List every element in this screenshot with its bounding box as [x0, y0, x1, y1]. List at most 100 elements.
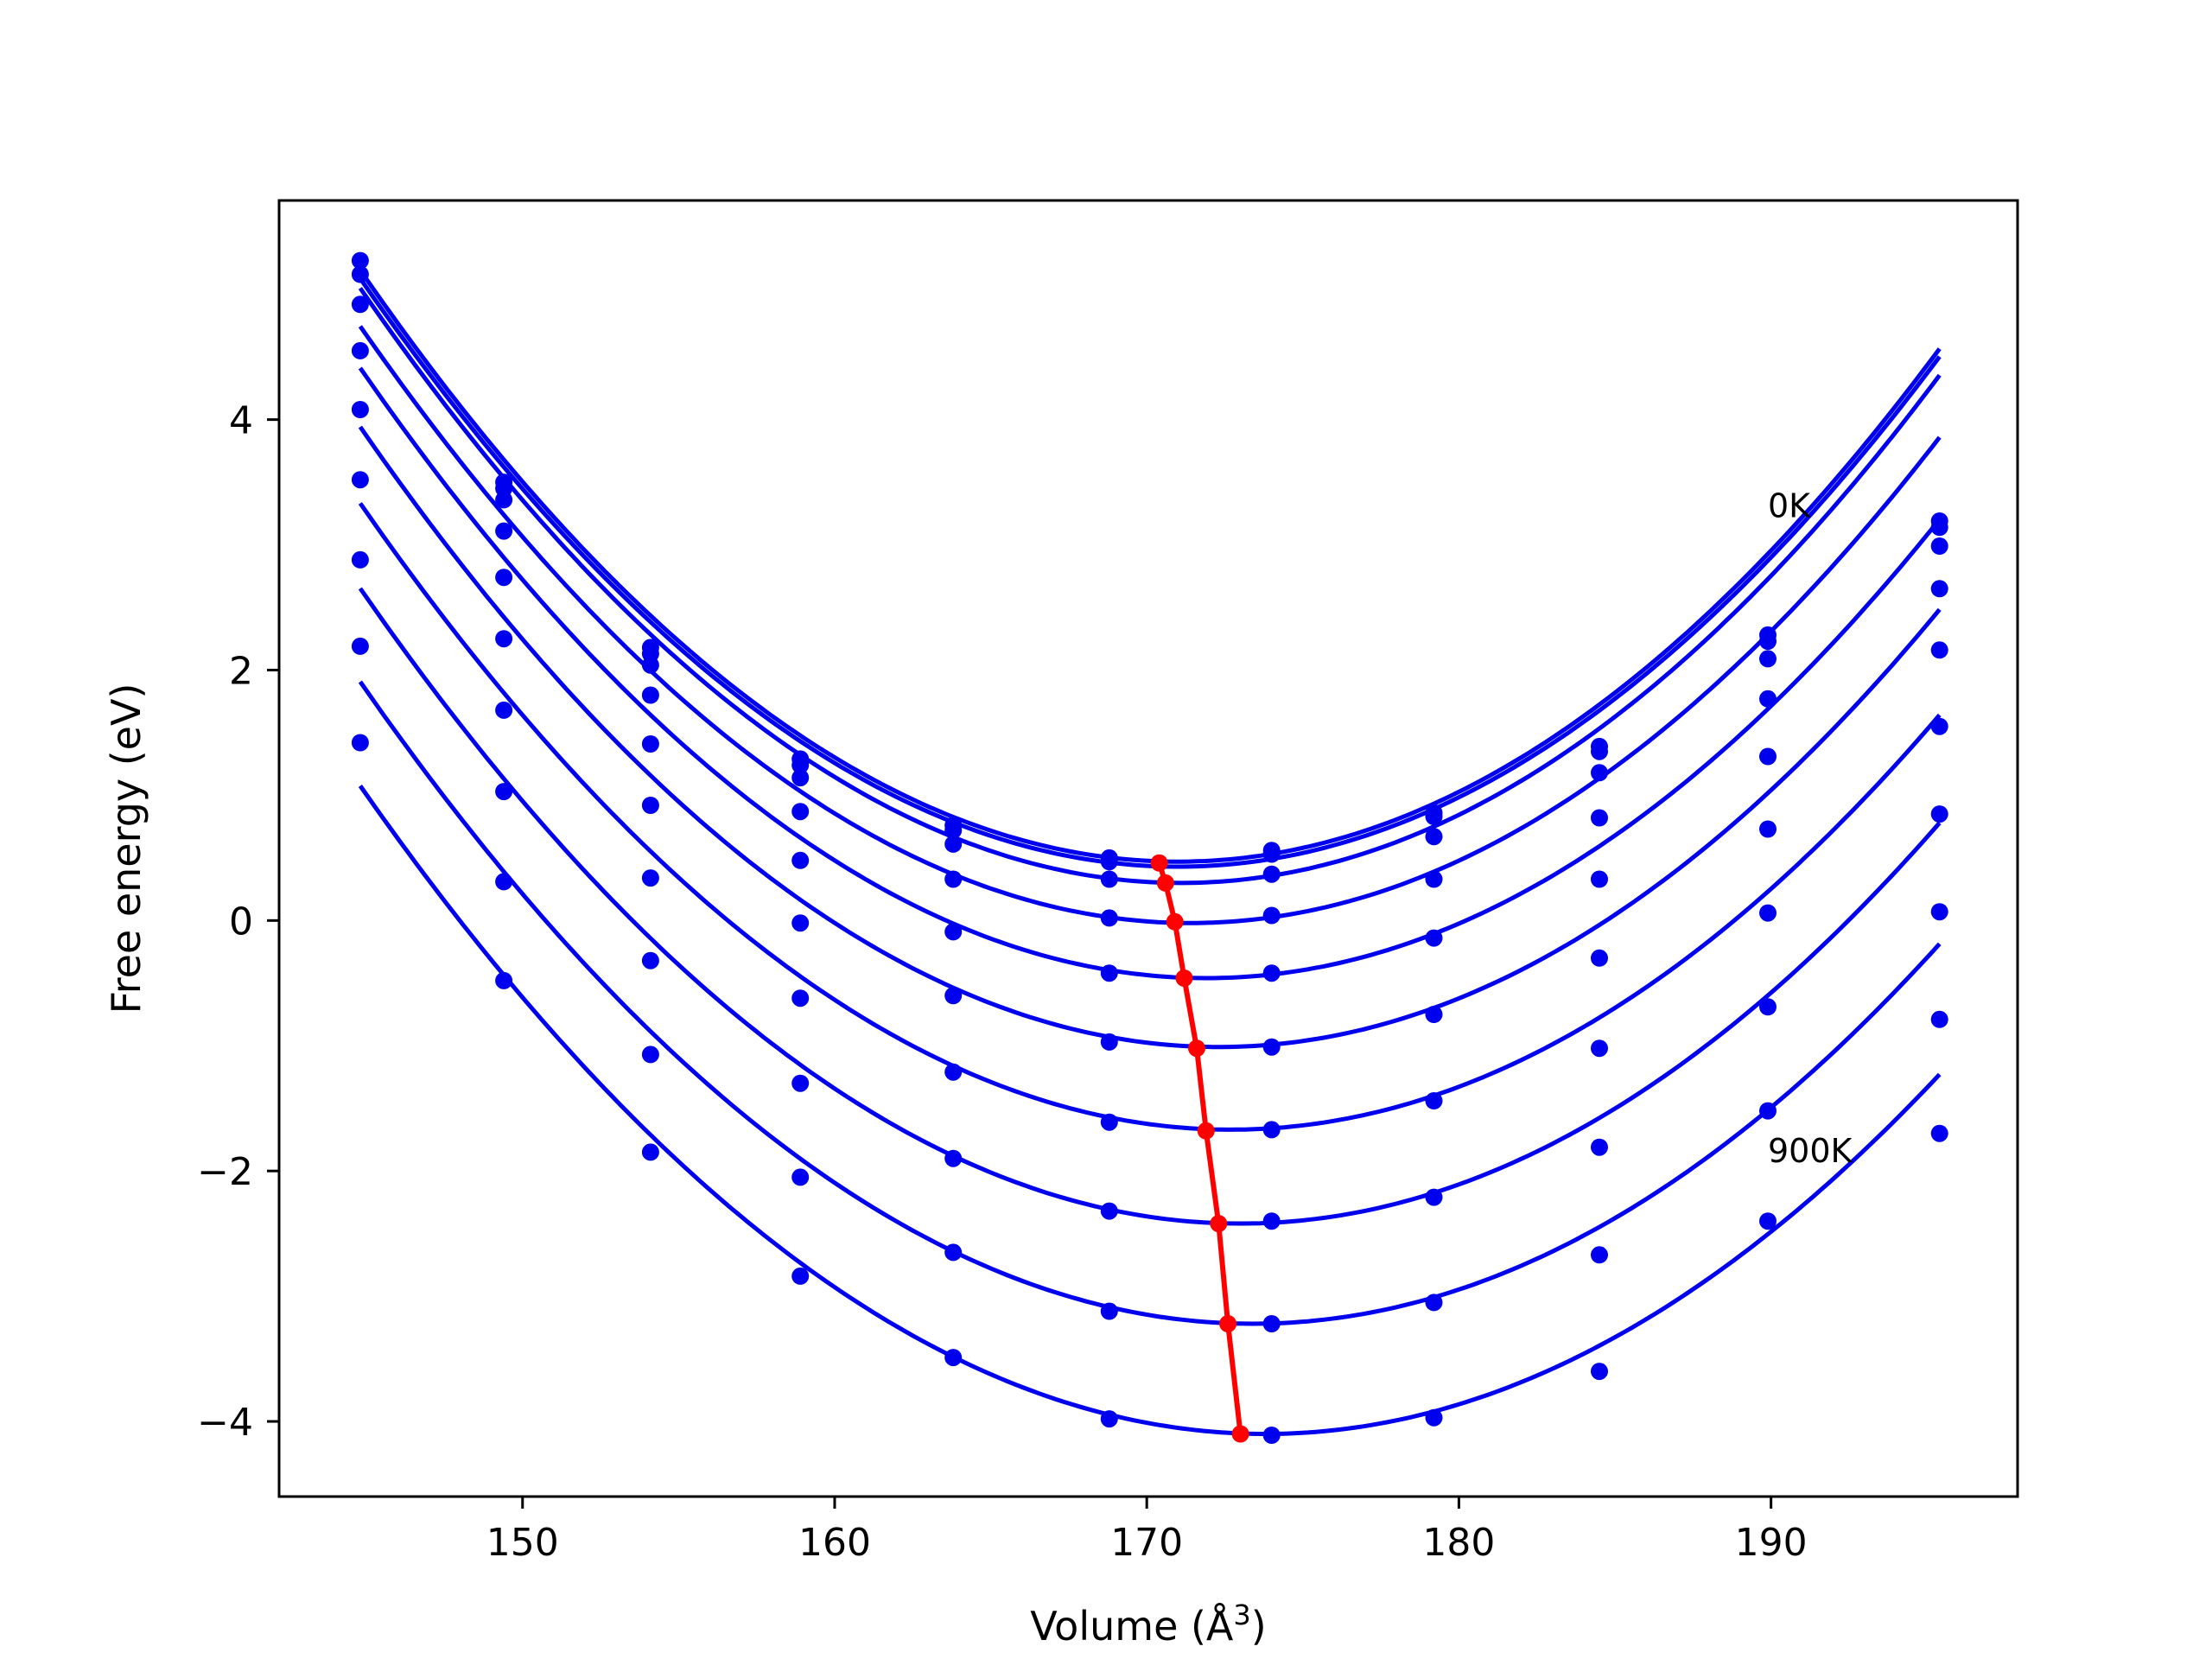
data-point-s5-3: [791, 914, 810, 932]
fit-curve-2: [358, 287, 1942, 886]
data-point-s3-5: [1100, 909, 1118, 927]
y-tick-label-3: −2: [197, 1150, 253, 1194]
data-point-s9-3: [791, 1267, 810, 1285]
minimum-point-5: [1197, 1122, 1215, 1140]
data-point-s4-10: [1930, 641, 1948, 659]
fit-curve-9: [358, 785, 1942, 1436]
data-point-s8-1: [495, 873, 513, 891]
x-axis-label-main: Volume (Å: [1030, 1603, 1234, 1649]
data-point-s4-3: [791, 851, 810, 869]
data-point-s9-2: [641, 1143, 659, 1161]
data-point-s6-1: [495, 701, 513, 719]
data-point-s8-8: [1591, 1246, 1608, 1264]
minimum-point-2: [1166, 912, 1184, 931]
data-point-s8-7: [1425, 1294, 1443, 1312]
data-point-s9-5: [1100, 1410, 1118, 1428]
x-axis-label-sup: 3: [1233, 1599, 1250, 1631]
data-point-s4-7: [1425, 929, 1443, 947]
data-point-s6-0: [351, 550, 369, 569]
data-point-s7-8: [1591, 1138, 1608, 1156]
data-point-s1-6: [1262, 845, 1281, 863]
data-point-s4-1: [495, 569, 513, 587]
fit-curve-5: [358, 425, 1942, 1050]
data-point-s9-9: [1759, 1212, 1777, 1230]
data-point-s5-6: [1262, 1038, 1281, 1056]
fit-curve-3: [358, 325, 1942, 925]
y-tick-label-2: 0: [229, 899, 253, 944]
fit-curve-4: [358, 366, 1942, 981]
minimum-point-0: [1150, 854, 1168, 872]
fit-curve-8: [358, 680, 1942, 1326]
data-point-s7-5: [1100, 1202, 1118, 1220]
data-point-s3-2: [641, 686, 659, 704]
data-point-s2-1: [495, 491, 513, 509]
data-point-s6-8: [1591, 1039, 1608, 1058]
data-point-s7-10: [1930, 903, 1948, 921]
x-tick-label-0: 150: [486, 1521, 559, 1565]
data-point-s3-6: [1262, 906, 1281, 925]
data-point-s7-4: [944, 1149, 963, 1167]
x-tick-label-4: 190: [1735, 1521, 1808, 1565]
minimum-point-1: [1156, 874, 1174, 892]
data-point-s3-4: [944, 870, 963, 888]
data-point-s5-2: [641, 797, 659, 814]
data-point-s7-7: [1425, 1188, 1443, 1206]
data-point-s2-0: [351, 296, 369, 314]
data-point-s1-5: [1100, 853, 1118, 871]
data-point-s5-0: [351, 471, 369, 489]
data-point-s4-5: [1100, 964, 1118, 982]
data-point-s1-4: [944, 822, 963, 839]
fit-curve-1: [358, 276, 1942, 869]
data-point-s7-3: [791, 1074, 810, 1092]
data-point-s3-0: [351, 341, 369, 359]
fit-curve-6: [358, 502, 1942, 1132]
data-point-s6-2: [641, 869, 659, 887]
data-point-s6-3: [791, 989, 810, 1007]
data-point-s4-9: [1759, 747, 1777, 766]
data-point-s9-6: [1262, 1427, 1281, 1444]
y-tick-label-0: 4: [229, 399, 253, 443]
data-point-s9-4: [944, 1349, 963, 1367]
data-point-s8-10: [1930, 1010, 1948, 1028]
data-point-s5-7: [1425, 1006, 1443, 1023]
data-point-s6-6: [1262, 1121, 1281, 1139]
data-point-s6-10: [1930, 805, 1948, 823]
data-point-s5-8: [1591, 949, 1608, 967]
data-point-s8-4: [944, 1243, 963, 1262]
y-axis-label: Free energy (eV): [103, 683, 149, 1014]
data-point-s1-7: [1425, 808, 1443, 825]
data-point-s4-2: [641, 735, 659, 753]
data-point-s7-0: [351, 637, 369, 655]
data-point-s2-4: [944, 835, 963, 853]
data-point-s3-9: [1759, 690, 1777, 708]
x-tick-label-2: 170: [1110, 1521, 1183, 1565]
y-tick-label-1: 2: [229, 649, 253, 693]
minimum-point-8: [1231, 1425, 1249, 1443]
data-point-s3-3: [791, 803, 810, 821]
plot-area: 0K 900K: [351, 251, 1948, 1444]
data-point-s8-9: [1759, 1102, 1777, 1120]
data-point-s0-0: [351, 251, 369, 270]
x-axis-label: Volume (Å3): [1030, 1599, 1266, 1649]
data-point-s2-3: [791, 769, 810, 787]
data-point-s3-8: [1591, 809, 1608, 827]
fit-curve-0: [358, 269, 1942, 864]
data-point-s5-9: [1759, 820, 1777, 838]
data-point-s7-2: [641, 951, 659, 969]
data-point-s1-10: [1930, 518, 1948, 537]
data-point-s3-7: [1425, 870, 1443, 888]
data-point-s2-9: [1759, 650, 1777, 668]
data-point-s4-8: [1591, 870, 1608, 888]
data-point-s9-10: [1930, 1124, 1948, 1142]
fit-curve-7: [358, 587, 1942, 1226]
minimum-point-4: [1188, 1039, 1205, 1058]
data-point-s9-1: [495, 971, 513, 989]
data-point-s4-6: [1262, 964, 1281, 982]
data-point-s8-2: [641, 1046, 659, 1064]
data-point-s6-4: [944, 1063, 963, 1081]
data-point-s6-7: [1425, 1092, 1443, 1109]
data-point-s2-8: [1591, 764, 1608, 782]
data-point-s2-6: [1262, 865, 1281, 883]
